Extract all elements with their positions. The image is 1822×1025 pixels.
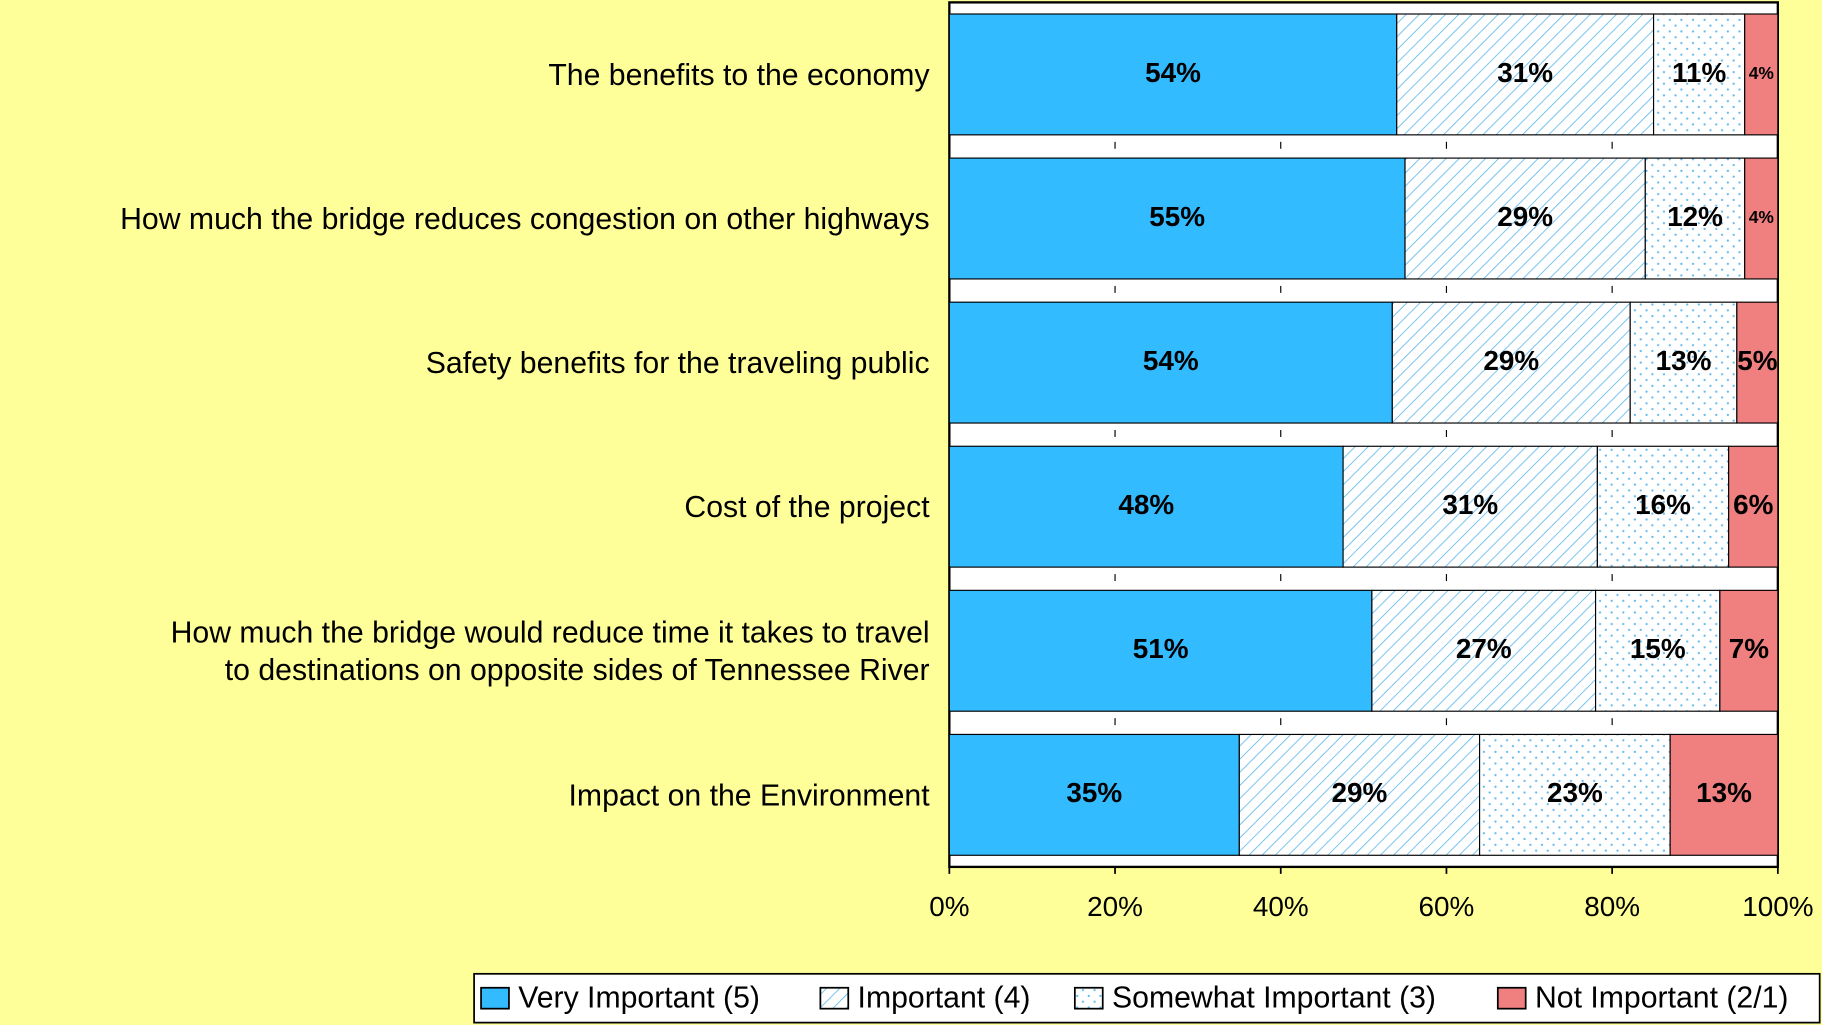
category-label-box: The benefits to the economy — [548, 57, 930, 92]
bar-segment — [1744, 157, 1779, 280]
data-label: 11% — [1672, 57, 1726, 88]
bar-segment — [1629, 301, 1738, 424]
x-tick-label: 80% — [1584, 891, 1640, 922]
legend-swatch — [1496, 986, 1527, 1010]
y-tick-label: How much the bridge reduces congestion o… — [120, 201, 930, 236]
legend-label: Very Important (5) — [518, 981, 760, 1014]
bar-segment — [1719, 589, 1779, 712]
legend-swatch — [480, 986, 510, 1010]
x-tick-label: 20% — [1087, 891, 1143, 922]
data-label: 48% — [1118, 489, 1174, 520]
data-label: 6% — [1733, 489, 1774, 520]
legend-box — [473, 972, 1821, 1024]
legend-swatch — [819, 986, 850, 1010]
bar-segment — [1371, 589, 1597, 712]
bar-segment — [948, 157, 1406, 280]
category-label-box: Safety benefits for the traveling public — [425, 345, 930, 381]
data-label: 27% — [1456, 633, 1512, 664]
data-label: 31% — [1497, 57, 1553, 88]
legend: Very Important (5) Important (4) Somewhat … — [473, 972, 1821, 1024]
bar-segment — [1728, 445, 1779, 568]
legend-swatch — [1073, 986, 1104, 1010]
data-label: 54% — [1143, 345, 1199, 376]
y-tick-label: The benefits to the economy — [548, 57, 930, 92]
data-label: 29% — [1483, 345, 1539, 376]
data-label: 4% — [1749, 63, 1775, 83]
category-label-box: Impact on the Environment — [568, 777, 930, 813]
bar-segment — [948, 301, 1393, 424]
data-label: 5% — [1737, 345, 1778, 376]
bar-segment — [948, 445, 1344, 568]
bar-segment — [1404, 157, 1646, 280]
data-label: 16% — [1635, 489, 1691, 520]
bar-segment — [1669, 733, 1779, 856]
data-label: 54% — [1145, 57, 1201, 88]
bar-segment — [1644, 157, 1746, 280]
bar-segment — [1652, 13, 1746, 136]
bar-segment — [1391, 301, 1631, 424]
bar-segment — [1596, 445, 1730, 568]
data-label: 4% — [1749, 207, 1775, 227]
data-label: 31% — [1442, 489, 1498, 520]
data-label: 15% — [1630, 633, 1686, 664]
x-tick-label: 40% — [1253, 891, 1309, 922]
bar-segment — [948, 733, 1240, 856]
bar-segment — [1744, 13, 1779, 136]
bar-segment — [1594, 589, 1721, 712]
x-tick-label: 60% — [1419, 891, 1475, 922]
bar-segment — [948, 589, 1373, 712]
category-label-box: How much the bridge reduces congestion o… — [120, 201, 930, 236]
y-tick-label: Safety benefits for the traveling public — [425, 345, 930, 381]
category-label-box: Cost of the project — [684, 489, 930, 525]
data-label: 29% — [1497, 201, 1553, 232]
plot-area — [948, 1, 1780, 869]
x-tick-label: 0% — [929, 891, 969, 922]
legend-label: Somewhat Important (3) — [1112, 981, 1436, 1014]
data-label: 12% — [1667, 201, 1723, 232]
data-label: 29% — [1332, 777, 1388, 808]
data-label: 35% — [1066, 777, 1122, 808]
x-tick-label: 100% — [1742, 891, 1813, 922]
data-label: 13% — [1656, 345, 1712, 376]
data-label: 13% — [1696, 777, 1752, 808]
bar-segment — [1238, 733, 1481, 856]
data-label: 55% — [1149, 201, 1205, 232]
bar-segment — [1396, 13, 1655, 136]
data-label: 23% — [1547, 777, 1603, 808]
y-tick-label: How much the bridge would reduce time it… — [170, 614, 930, 687]
legend-label: Important (4) — [858, 981, 1031, 1014]
legend-label: Not Important (2/1) — [1535, 981, 1788, 1014]
category-label-box: How much the bridge would reduce time it… — [170, 614, 930, 687]
bar-segment — [948, 13, 1398, 136]
bar-segment — [1736, 301, 1779, 424]
bar-segment — [1342, 445, 1598, 568]
data-label: 51% — [1133, 633, 1189, 664]
data-label: 7% — [1729, 633, 1770, 664]
y-tick-label: Impact on the Environment — [568, 777, 930, 813]
y-tick-label: Cost of the project — [684, 489, 930, 525]
